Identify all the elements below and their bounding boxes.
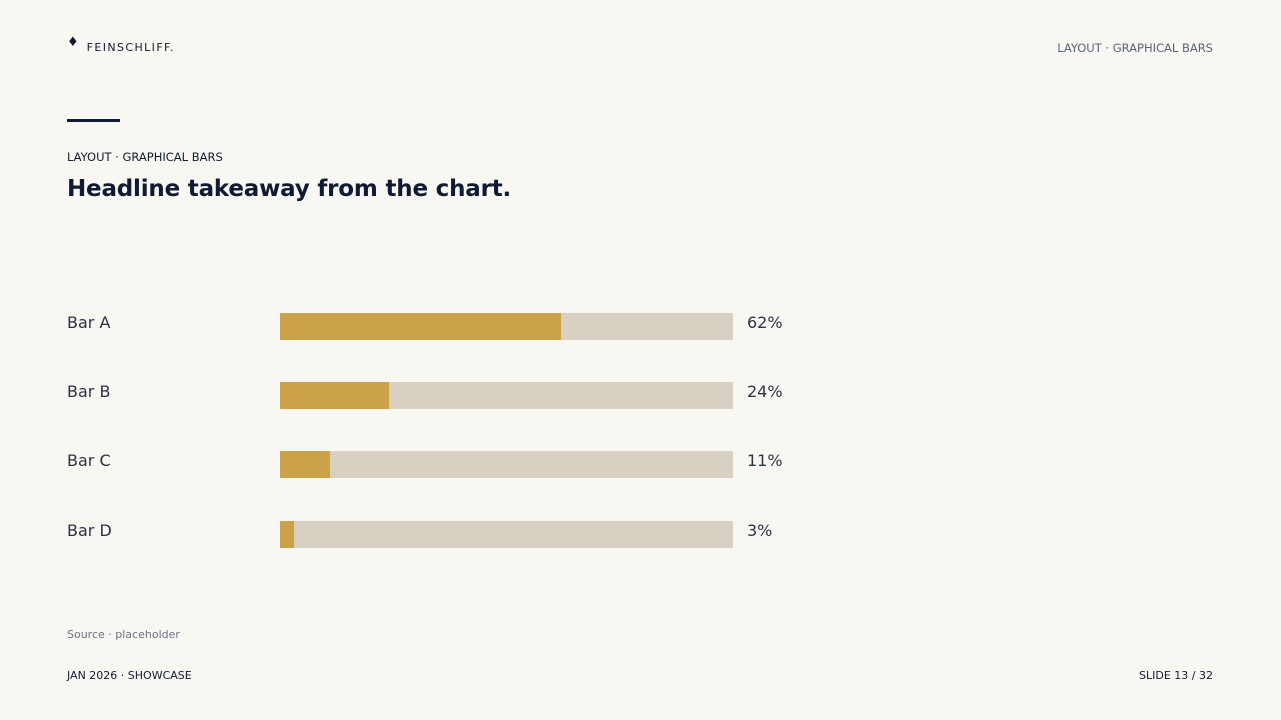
bar-row-a: Bar A 62% [0,313,1281,340]
source-note: Source · placeholder [67,628,180,641]
bar-track [280,382,733,409]
bar-track [280,521,733,548]
bar-fill [280,382,389,409]
brand: ♦ FEINSCHLIFF. [67,35,175,54]
bar-value-label: 24% [747,382,783,401]
brand-name: FEINSCHLIFF. [86,41,175,54]
bar-value-label: 11% [747,451,783,470]
bar-value-label: 3% [747,521,773,540]
bar-label: Bar D [67,521,112,540]
bar-row-b: Bar B 24% [0,382,1281,409]
bar-row-d: Bar D 3% [0,521,1281,548]
eyebrow: LAYOUT · GRAPHICAL BARS [67,150,223,164]
slide-number: SLIDE 13 / 32 [1139,669,1213,682]
bar-label: Bar B [67,382,111,401]
footer-date: JAN 2026 · SHOWCASE [67,669,192,682]
headline: Headline takeaway from the chart. [67,176,512,202]
accent-rule [67,119,120,122]
bar-label: Bar C [67,451,111,470]
bar-track [280,313,733,340]
bar-track [280,451,733,478]
bar-fill [280,313,561,340]
bar-value-label: 62% [747,313,783,332]
bar-fill [280,451,330,478]
header-section-label: LAYOUT · GRAPHICAL BARS [1057,41,1213,55]
bar-row-c: Bar C 11% [0,451,1281,478]
bar-fill [280,521,294,548]
diamond-icon: ♦ [67,35,79,50]
bar-label: Bar A [67,313,111,332]
